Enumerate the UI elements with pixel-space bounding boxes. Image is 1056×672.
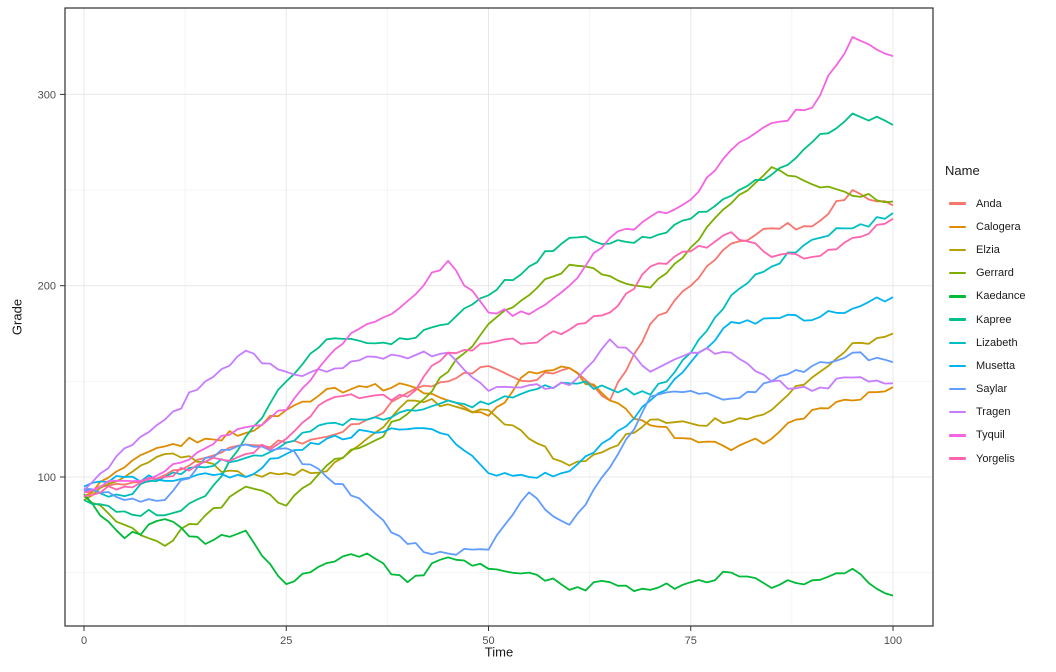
legend-key-line xyxy=(949,341,966,344)
x-tick-label: 50 xyxy=(482,635,494,647)
series-line-tragen xyxy=(83,338,894,492)
legend-entry-kaedance: Kaedance xyxy=(944,285,1054,308)
legend-entry-elzia: Elzia xyxy=(944,238,1054,261)
legend-key-line xyxy=(949,387,966,391)
x-tick-label: 0 xyxy=(81,635,87,647)
legend-entries: Anda Calogera Elzia Gerrard Kaedance Kapree Li… xyxy=(944,192,1054,470)
legend-entry-calogera: Calogera xyxy=(944,215,1054,238)
legend-entry-kapree: Kapree xyxy=(944,308,1054,331)
panel-border xyxy=(64,7,934,627)
legend-key-line xyxy=(949,248,966,252)
legend-label: Calogera xyxy=(976,220,1021,233)
legend-label: Tragen xyxy=(976,406,1011,419)
legend-key-line xyxy=(949,434,966,437)
legend-key-line xyxy=(949,364,966,368)
legend-key-line xyxy=(949,225,966,228)
legend-label: Kapree xyxy=(976,313,1012,326)
legend-label: Gerrard xyxy=(976,267,1014,280)
series-line-tyquil xyxy=(83,36,894,494)
y-tick-label: 200 xyxy=(38,281,56,293)
legend-label: Anda xyxy=(976,197,1002,210)
legend-entry-musetta: Musetta xyxy=(944,354,1054,377)
legend: Name Anda Calogera Elzia Gerrard Kaedance Kap… xyxy=(944,163,1054,470)
y-axis-title: Grade xyxy=(9,298,25,336)
legend-entry-tragen: Tragen xyxy=(944,401,1054,424)
legend-entry-tyquil: Tyquil xyxy=(944,424,1054,447)
legend-entry-anda: Anda xyxy=(944,192,1054,215)
legend-key-line xyxy=(949,202,966,205)
x-tick-label: 100 xyxy=(884,635,902,647)
legend-title: Name xyxy=(945,163,980,178)
series-line-musetta xyxy=(83,296,894,488)
x-tick-label: 25 xyxy=(280,635,292,647)
series-line-kaedance xyxy=(83,493,894,597)
legend-entry-gerrard: Gerrard xyxy=(944,262,1054,285)
series-line-anda xyxy=(83,189,894,494)
legend-label: Tyquil xyxy=(976,429,1005,442)
x-tick-label: 75 xyxy=(685,635,697,647)
legend-key-line xyxy=(949,295,966,298)
series-line-saylar xyxy=(83,351,894,556)
legend-entry-lizabeth: Lizabeth xyxy=(944,331,1054,354)
y-tick-label: 300 xyxy=(38,89,56,101)
series-line-lizabeth xyxy=(83,212,894,498)
legend-key-line xyxy=(949,411,966,414)
legend-key-line xyxy=(949,318,966,321)
legend-label: Lizabeth xyxy=(976,336,1018,349)
legend-label: Kaedance xyxy=(976,290,1026,303)
series-line-kapree xyxy=(83,112,894,517)
legend-key-line xyxy=(949,271,966,275)
legend-entry-yorgelis: Yorgelis xyxy=(944,447,1054,470)
plot-panel xyxy=(65,8,933,626)
y-tick-label: 100 xyxy=(38,472,56,484)
legend-label: Yorgelis xyxy=(976,452,1015,465)
x-axis-title: Time xyxy=(484,644,514,660)
series-line-elzia xyxy=(83,332,894,501)
series-line-calogera xyxy=(83,365,894,497)
legend-label: Musetta xyxy=(976,359,1016,372)
legend-entry-saylar: Saylar xyxy=(944,378,1054,401)
legend-key-line xyxy=(949,457,966,460)
legend-label: Saylar xyxy=(976,383,1008,396)
legend-label: Elzia xyxy=(976,243,1000,256)
series-line-yorgelis xyxy=(83,217,894,497)
